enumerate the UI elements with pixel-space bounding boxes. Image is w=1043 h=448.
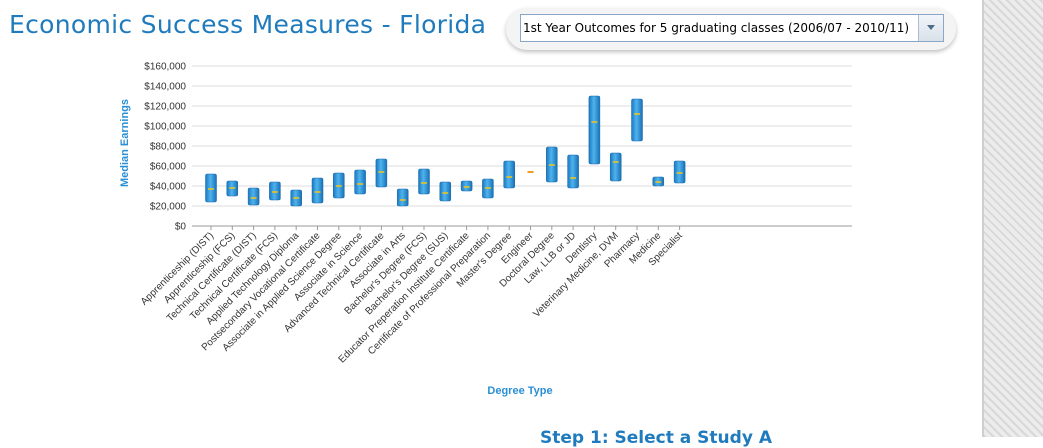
x-axis-title: Degree Type <box>487 385 552 397</box>
outcome-dropdown[interactable]: 1st Year Outcomes for 5 graduating class… <box>520 14 944 42</box>
chevron-down-icon[interactable] <box>918 15 943 41</box>
range-bar <box>503 160 515 189</box>
range-bar <box>375 158 388 188</box>
y-tick-label: $120,000 <box>144 102 186 113</box>
y-tick-label: $140,000 <box>144 82 186 93</box>
range-bar <box>588 95 601 165</box>
outcome-dropdown-container: 1st Year Outcomes for 5 graduating class… <box>506 8 956 50</box>
y-tick-label: $0 <box>175 222 187 233</box>
y-tick-label: $160,000 <box>144 62 186 73</box>
y-tick-label: $40,000 <box>150 182 187 193</box>
range-bar <box>418 168 430 195</box>
outcome-dropdown-value: 1st Year Outcomes for 5 graduating class… <box>523 21 910 35</box>
range-bar <box>247 187 260 206</box>
range-bar <box>396 188 409 207</box>
page-title: Economic Success Measures - Florida <box>9 10 487 39</box>
y-axis-title: Median Earnings <box>119 99 131 187</box>
y-tick-label: $100,000 <box>144 122 186 133</box>
range-bar <box>460 180 473 192</box>
range-bar <box>631 98 643 142</box>
range-bar <box>205 173 217 203</box>
section-heading: Step 1: Select a Study A <box>540 428 772 448</box>
earnings-chart: $0 $20,000 $40,000 $60,000 $80,000 $100,000 $1… <box>119 62 852 397</box>
right-gutter <box>984 0 1043 437</box>
y-tick-label: $80,000 <box>150 142 187 153</box>
y-tick-label: $60,000 <box>150 162 187 173</box>
gutter-divider <box>982 0 984 437</box>
range-bar <box>354 169 366 195</box>
range-bar <box>609 152 622 182</box>
y-tick-label: $20,000 <box>150 202 187 213</box>
range-bar <box>311 177 324 204</box>
range-bar <box>439 181 452 202</box>
range-bar <box>673 160 686 184</box>
range-bar <box>567 154 579 189</box>
range-bar <box>269 181 281 201</box>
